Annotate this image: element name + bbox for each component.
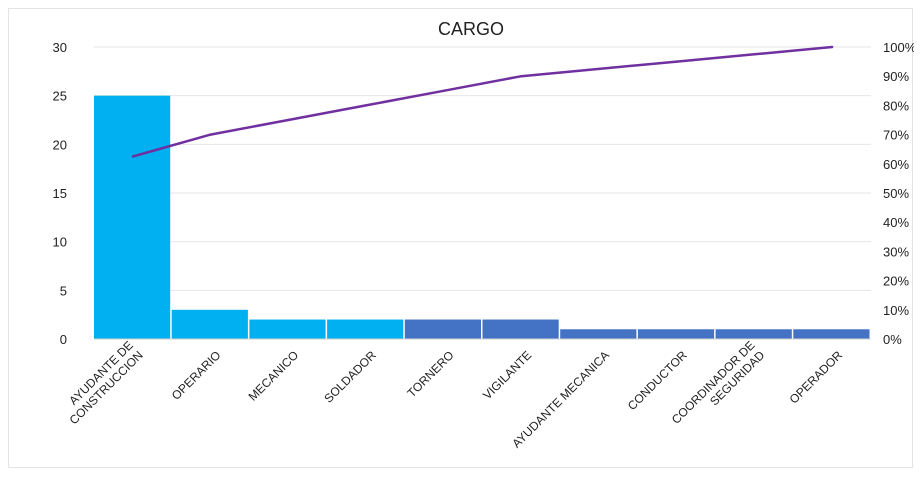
x-tick-label-line: SOLDADOR [321,348,379,406]
x-tick-label: OPERARIO [169,348,224,403]
line-point [753,53,756,56]
bar [560,329,637,339]
line-point [209,133,212,136]
x-tick-label-line: OPERADOR [787,348,846,407]
y-axis-right: 0% 10% 20% 30% 40% 50% 60% 70% 80% 90% 100% [883,40,917,347]
bar [637,329,715,339]
x-tick-label-line: MECANICO [246,348,302,404]
y-tick-label: 5 [60,283,67,298]
y-tick-label: 25 [53,89,67,104]
chart-title: CARGO [438,19,504,39]
y-tick-label: 20 [53,137,67,152]
line-point [442,89,445,93]
y2-tick-label: 0% [883,332,902,347]
y-axis-left: 0 5 10 15 20 25 30 [53,40,67,347]
gridlines [94,46,871,291]
x-tick-label: SOLDADOR [321,348,379,406]
line-point [131,155,135,158]
y2-tick-label: 10% [883,303,909,318]
y-tick-label: 10 [53,235,67,250]
x-tick-label-line: OPERARIO [169,348,224,403]
line-point [364,104,368,107]
y2-tick-label: 30% [883,244,909,259]
x-tick-label-line: VIGILANTE [480,348,534,402]
line-point [830,45,834,49]
x-tick-label: TORNERO [404,348,456,400]
bar [249,319,326,339]
line-point [597,67,601,71]
bar [404,319,481,339]
x-tick-label: VIGILANTE [480,348,534,402]
bar [327,319,404,339]
bar [482,319,559,339]
y-tick-label: 0 [60,332,67,347]
y2-tick-label: 100% [883,40,914,55]
cumulative-line-path [132,45,833,158]
line-point [520,75,523,78]
bars [94,95,870,340]
cumulative-line [131,45,834,158]
y2-tick-label: 50% [883,186,909,201]
line-point [675,60,678,63]
x-tick-label: OPERADOR [787,348,846,407]
pareto-chart: CARGO 0 5 10 15 20 25 30 0% 10% 20% 30% 40% 50% 60% 7… [53,19,917,451]
y2-tick-label: 70% [883,128,909,143]
bar [171,309,248,339]
y2-tick-label: 20% [883,274,909,289]
bar [715,329,792,339]
y-tick-label: 15 [53,186,67,201]
y2-tick-label: 40% [883,215,909,230]
line-point [287,118,290,122]
bar [94,95,171,340]
y2-tick-label: 80% [883,98,909,113]
x-tick-label-line: TORNERO [404,348,456,400]
x-tick-label: CONDUCTOR [625,348,690,413]
x-tick-label-line: CONDUCTOR [625,348,690,413]
y2-tick-label: 60% [883,157,909,172]
chart-frame: CARGO 0 5 10 15 20 25 30 0% 10% 20% 30% 40% 50% 60% 7… [8,8,917,468]
x-tick-label: MECANICO [246,348,302,404]
y-tick-label: 30 [53,40,67,55]
y2-tick-label: 90% [883,69,909,84]
bar [793,329,870,339]
